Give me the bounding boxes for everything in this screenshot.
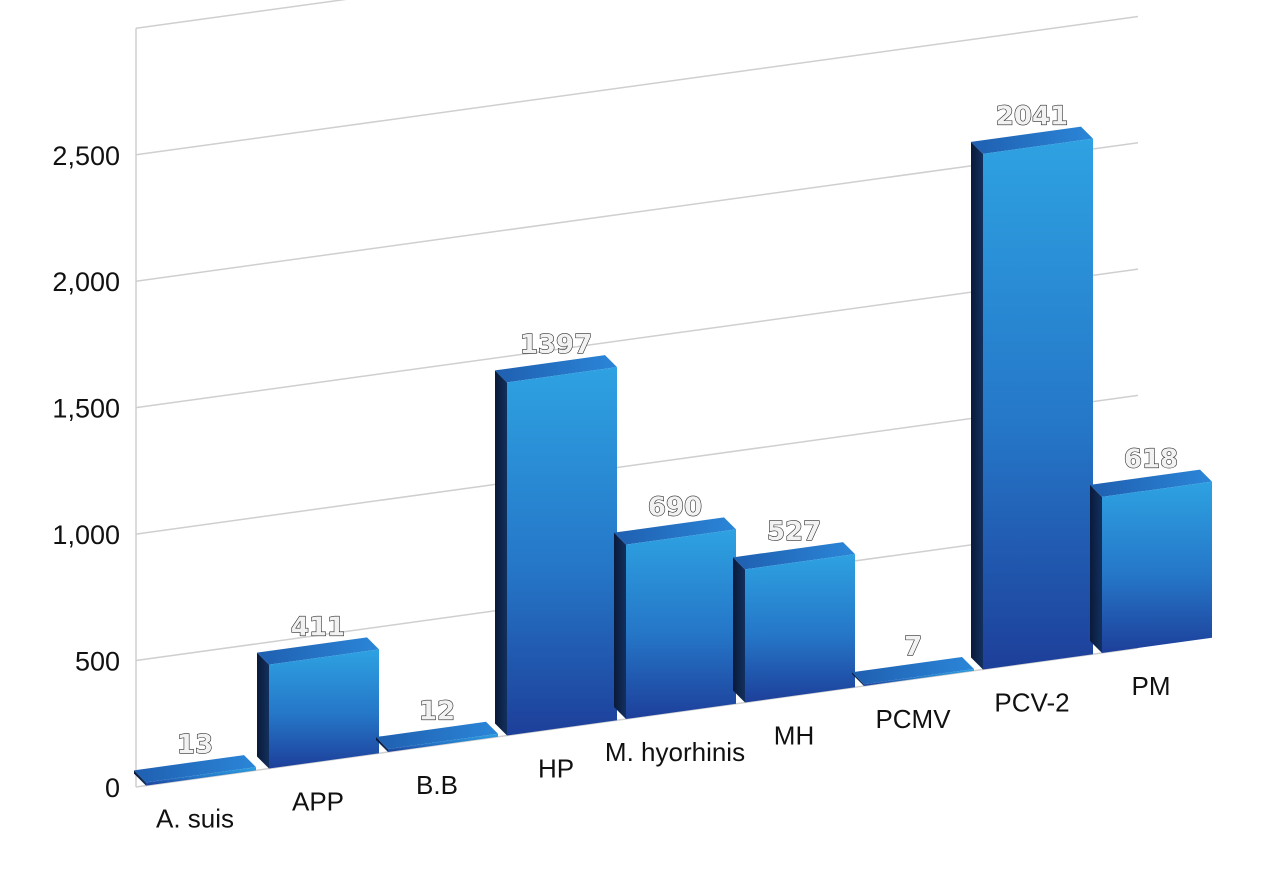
bar-top	[1090, 469, 1212, 497]
bar-side	[1090, 484, 1102, 653]
bar-front	[269, 649, 379, 769]
y-tick-label: 500	[75, 647, 120, 677]
bar-front	[864, 668, 974, 687]
bar	[1090, 469, 1212, 653]
bar	[376, 721, 498, 753]
data-label: 7	[904, 632, 922, 662]
bar-side	[971, 141, 983, 670]
bar-front	[507, 367, 617, 736]
bar-side	[134, 770, 146, 786]
bar-front	[983, 138, 1093, 670]
bar-front	[388, 733, 498, 753]
bar	[134, 755, 256, 786]
data-labels: 13 411 12 1397 690 527 7 2041 618	[176, 101, 1178, 761]
bar-top	[971, 126, 1093, 154]
bar-top	[376, 721, 498, 750]
bar-side	[376, 737, 388, 753]
bar	[733, 542, 855, 703]
x-tick-label: PCMV	[875, 704, 951, 734]
bar-top	[495, 355, 617, 383]
bar-top	[134, 755, 256, 783]
gridline	[135, 15, 1139, 156]
x-axis-labels: A. suis APP B.B HP M. hyorhinis MH PCMV PCV-2 PM	[156, 671, 1171, 834]
data-label: 618	[1124, 445, 1178, 475]
y-tick-label: 1,000	[52, 520, 120, 550]
bar	[614, 517, 736, 720]
bar	[852, 656, 974, 687]
bar	[257, 637, 379, 769]
x-tick-label: B.B	[416, 770, 458, 800]
y-tick-label: 2,500	[52, 141, 120, 171]
x-tick-label: M. hyorhinis	[605, 737, 745, 767]
bar-front	[146, 767, 256, 786]
x-tick-label: HP	[538, 754, 574, 784]
bar-top	[852, 656, 974, 685]
data-label: 12	[419, 697, 455, 727]
bar-side	[495, 370, 507, 736]
bar-side	[733, 557, 745, 703]
bar-top	[257, 637, 379, 665]
x-tick-label: APP	[292, 787, 344, 817]
bar-front	[745, 554, 855, 703]
bar	[971, 126, 1093, 670]
y-axis: 0 500 1,000 1,500 2,000 2,500	[52, 141, 120, 803]
data-label: 13	[177, 730, 213, 760]
data-label: 690	[648, 492, 702, 522]
bar-side	[257, 652, 269, 769]
bar-top	[614, 517, 736, 545]
data-label: 2041	[996, 102, 1068, 132]
bar-front	[1102, 481, 1212, 653]
gridline	[135, 0, 347, 30]
bar-front	[626, 529, 736, 720]
bar	[495, 355, 617, 736]
bars	[134, 126, 1212, 786]
data-label: 527	[767, 517, 821, 547]
bar-side	[614, 532, 626, 720]
gridlines	[135, 0, 1139, 788]
y-tick-label: 0	[105, 773, 120, 803]
x-tick-label: MH	[774, 721, 814, 751]
bar-top	[733, 542, 855, 570]
bar-side	[852, 672, 864, 687]
x-tick-label: PM	[1132, 671, 1171, 701]
y-tick-label: 2,000	[52, 267, 120, 297]
x-tick-label: PCV-2	[994, 688, 1069, 718]
data-label: 1397	[520, 330, 592, 360]
x-tick-label: A. suis	[156, 804, 234, 834]
y-tick-label: 1,500	[52, 394, 120, 424]
data-label: 411	[291, 612, 345, 642]
